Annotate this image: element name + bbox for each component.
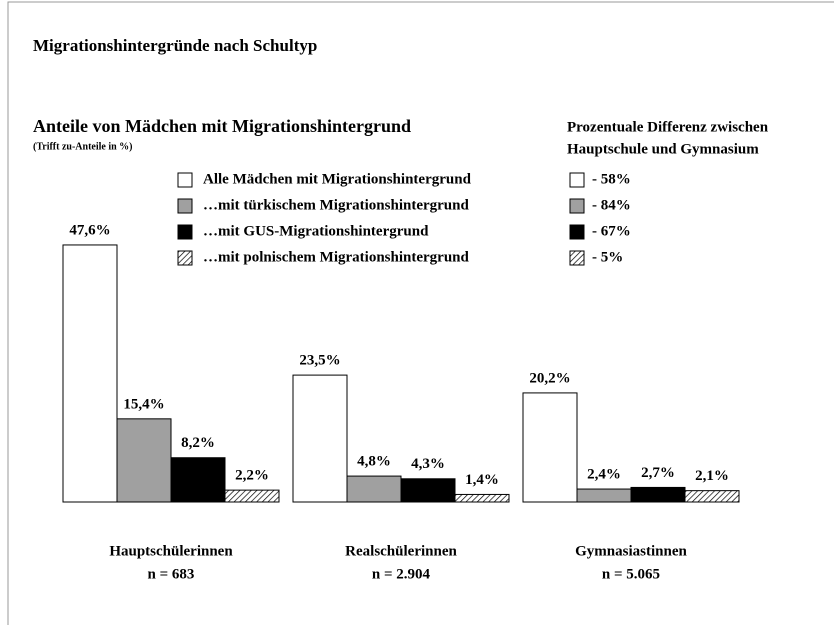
legend-label: …mit polnischem Migrationshintergrund <box>203 249 469 265</box>
frame <box>7 1 834 625</box>
bar <box>292 374 348 503</box>
difference-swatch <box>569 172 585 188</box>
value-label: 2,2% <box>235 468 269 484</box>
value-label: 4,3% <box>411 456 445 472</box>
value-label: 1,4% <box>465 472 499 488</box>
bar <box>224 489 280 503</box>
legend-swatch <box>177 250 193 266</box>
bar <box>576 488 632 503</box>
difference-label: - 67% <box>592 223 631 239</box>
difference-label: - 84% <box>592 197 631 213</box>
difference-swatch <box>569 250 585 266</box>
difference-title: Hauptschule und Gymnasium <box>567 141 759 157</box>
legend-swatch <box>177 172 193 188</box>
value-label: 20,2% <box>529 370 570 386</box>
value-label: 23,5% <box>299 353 340 369</box>
difference-swatch <box>569 224 585 240</box>
chart-title: Migrationshintergründe nach Schultyp <box>33 36 317 55</box>
legend-label: Alle Mädchen mit Migrationshintergrund <box>203 171 472 187</box>
bar <box>400 478 456 503</box>
bar <box>630 486 686 503</box>
difference-label: - 5% <box>592 249 623 265</box>
value-label: 4,8% <box>357 454 391 470</box>
x-tick-sublabel: n = 5.065 <box>602 566 660 582</box>
difference-swatch <box>569 198 585 214</box>
x-tick-sublabel: n = 683 <box>148 566 195 582</box>
bar <box>522 392 578 503</box>
bar <box>62 244 118 503</box>
legend-swatch <box>177 224 193 240</box>
legend-label: …mit GUS-Migrationshintergrund <box>203 223 429 239</box>
value-label: 2,1% <box>695 468 729 484</box>
bar <box>346 475 402 503</box>
bar <box>454 493 510 503</box>
difference-title: Prozentuale Differenz zwischen <box>567 119 769 135</box>
bar <box>170 457 226 503</box>
value-label: 2,7% <box>641 465 675 481</box>
bar <box>684 490 740 503</box>
x-tick-label: Gymnasiastinnen <box>575 543 687 559</box>
value-label: 8,2% <box>181 435 215 451</box>
subtitle: Anteile von Mädchen mit Migrationshinter… <box>33 116 411 136</box>
value-label: 47,6% <box>69 222 110 238</box>
x-tick-label: Hauptschülerinnen <box>109 543 233 559</box>
bar <box>116 418 172 503</box>
x-tick-sublabel: n = 2.904 <box>372 566 431 582</box>
value-label: 2,4% <box>587 466 621 482</box>
value-label: 15,4% <box>123 396 164 412</box>
difference-label: - 58% <box>592 171 631 187</box>
note: (Trifft zu-Anteile in %) <box>33 141 133 152</box>
x-tick-label: Realschülerinnen <box>345 543 457 559</box>
legend-swatch <box>177 198 193 214</box>
legend-label: …mit türkischem Migrationshintergrund <box>203 197 469 213</box>
